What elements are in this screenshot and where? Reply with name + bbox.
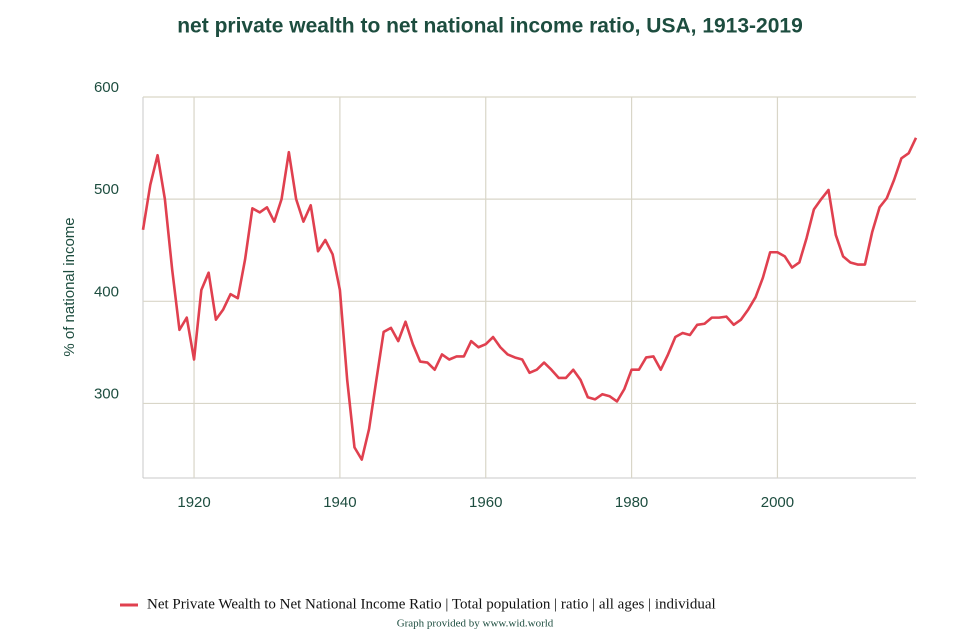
x-tick-label: 1920 [177,494,210,511]
x-tick-label: 1960 [469,494,502,511]
x-tick-label: 2000 [761,494,794,511]
data-line [141,137,918,461]
x-tick-label: 1940 [323,494,356,511]
y-axis-label: % of national income [61,217,78,356]
y-tick-label: 400 [94,283,119,300]
x-tick-label: 1980 [615,494,648,511]
footer: Graph provided by www.wid.world [397,618,554,630]
legend-label: Net Private Wealth to Net National Incom… [147,596,716,612]
y-tick-label: 500 [94,181,119,198]
y-tick-label: 600 [94,79,119,96]
chart-title: net private wealth to net national incom… [177,15,803,38]
y-tick-label: 300 [94,385,119,402]
